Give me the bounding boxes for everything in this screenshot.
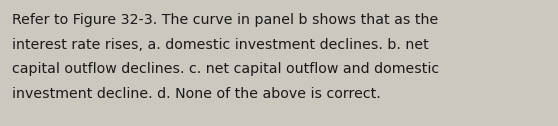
- Text: Refer to Figure 32-3. The curve in panel b shows that as the: Refer to Figure 32-3. The curve in panel…: [12, 13, 438, 27]
- Text: capital outflow declines. c. net capital outflow and domestic: capital outflow declines. c. net capital…: [12, 62, 439, 76]
- Text: investment decline. d. None of the above is correct.: investment decline. d. None of the above…: [12, 87, 381, 101]
- Text: interest rate rises, a. domestic investment declines. b. net: interest rate rises, a. domestic investm…: [12, 38, 429, 52]
